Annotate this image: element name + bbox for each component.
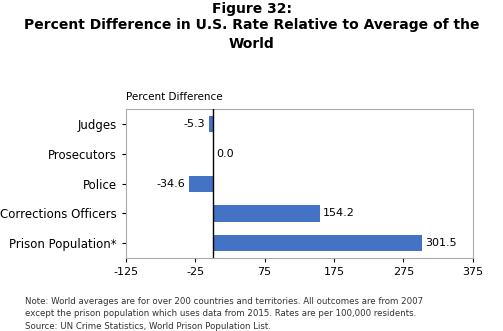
Text: Percent Difference: Percent Difference [126, 92, 222, 102]
Bar [209, 116, 212, 132]
Text: Percent Difference in U.S. Rate Relative to Average of the
World: Percent Difference in U.S. Rate Relative… [24, 18, 479, 51]
Text: 154.2: 154.2 [323, 209, 355, 218]
Text: 0.0: 0.0 [216, 149, 233, 159]
Text: Figure 32:: Figure 32: [211, 2, 292, 16]
Text: -34.6: -34.6 [156, 179, 185, 189]
Text: -5.3: -5.3 [184, 119, 205, 129]
Text: Note: World averages are for over 200 countries and territories. All outcomes ar: Note: World averages are for over 200 co… [25, 297, 424, 331]
Bar [189, 175, 212, 192]
Text: 301.5: 301.5 [425, 238, 457, 248]
Bar [212, 205, 319, 222]
Bar [212, 235, 422, 252]
